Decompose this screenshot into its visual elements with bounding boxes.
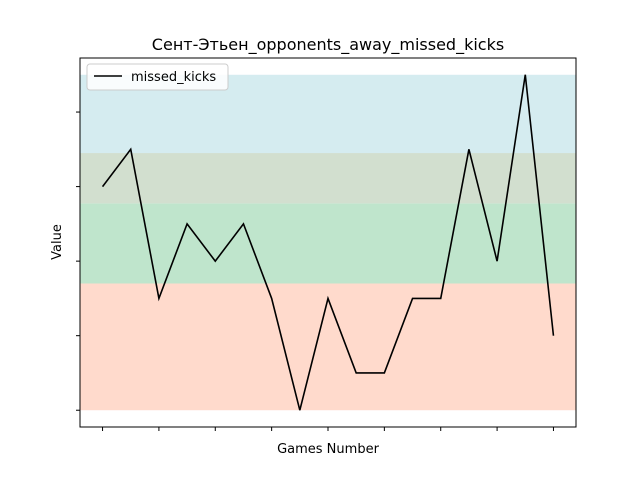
background-band-1 bbox=[80, 203, 576, 284]
legend-box bbox=[86, 63, 229, 91]
background-bands bbox=[80, 74, 576, 411]
y-axis-ticks bbox=[76, 111, 80, 411]
background-band-2 bbox=[80, 153, 576, 204]
background-band-0 bbox=[80, 283, 576, 411]
legend: missed_kicks bbox=[86, 63, 229, 91]
legend-label: missed_kicks bbox=[131, 70, 216, 85]
chart-title: Сент-Этьен_opponents_away_missed_kicks bbox=[152, 35, 504, 55]
x-axis-label: Games Number bbox=[277, 442, 379, 457]
y-axis-label: Value bbox=[50, 224, 65, 260]
series-group bbox=[101, 74, 555, 411]
plot-frame bbox=[79, 57, 577, 428]
x-axis-ticks bbox=[102, 427, 554, 431]
